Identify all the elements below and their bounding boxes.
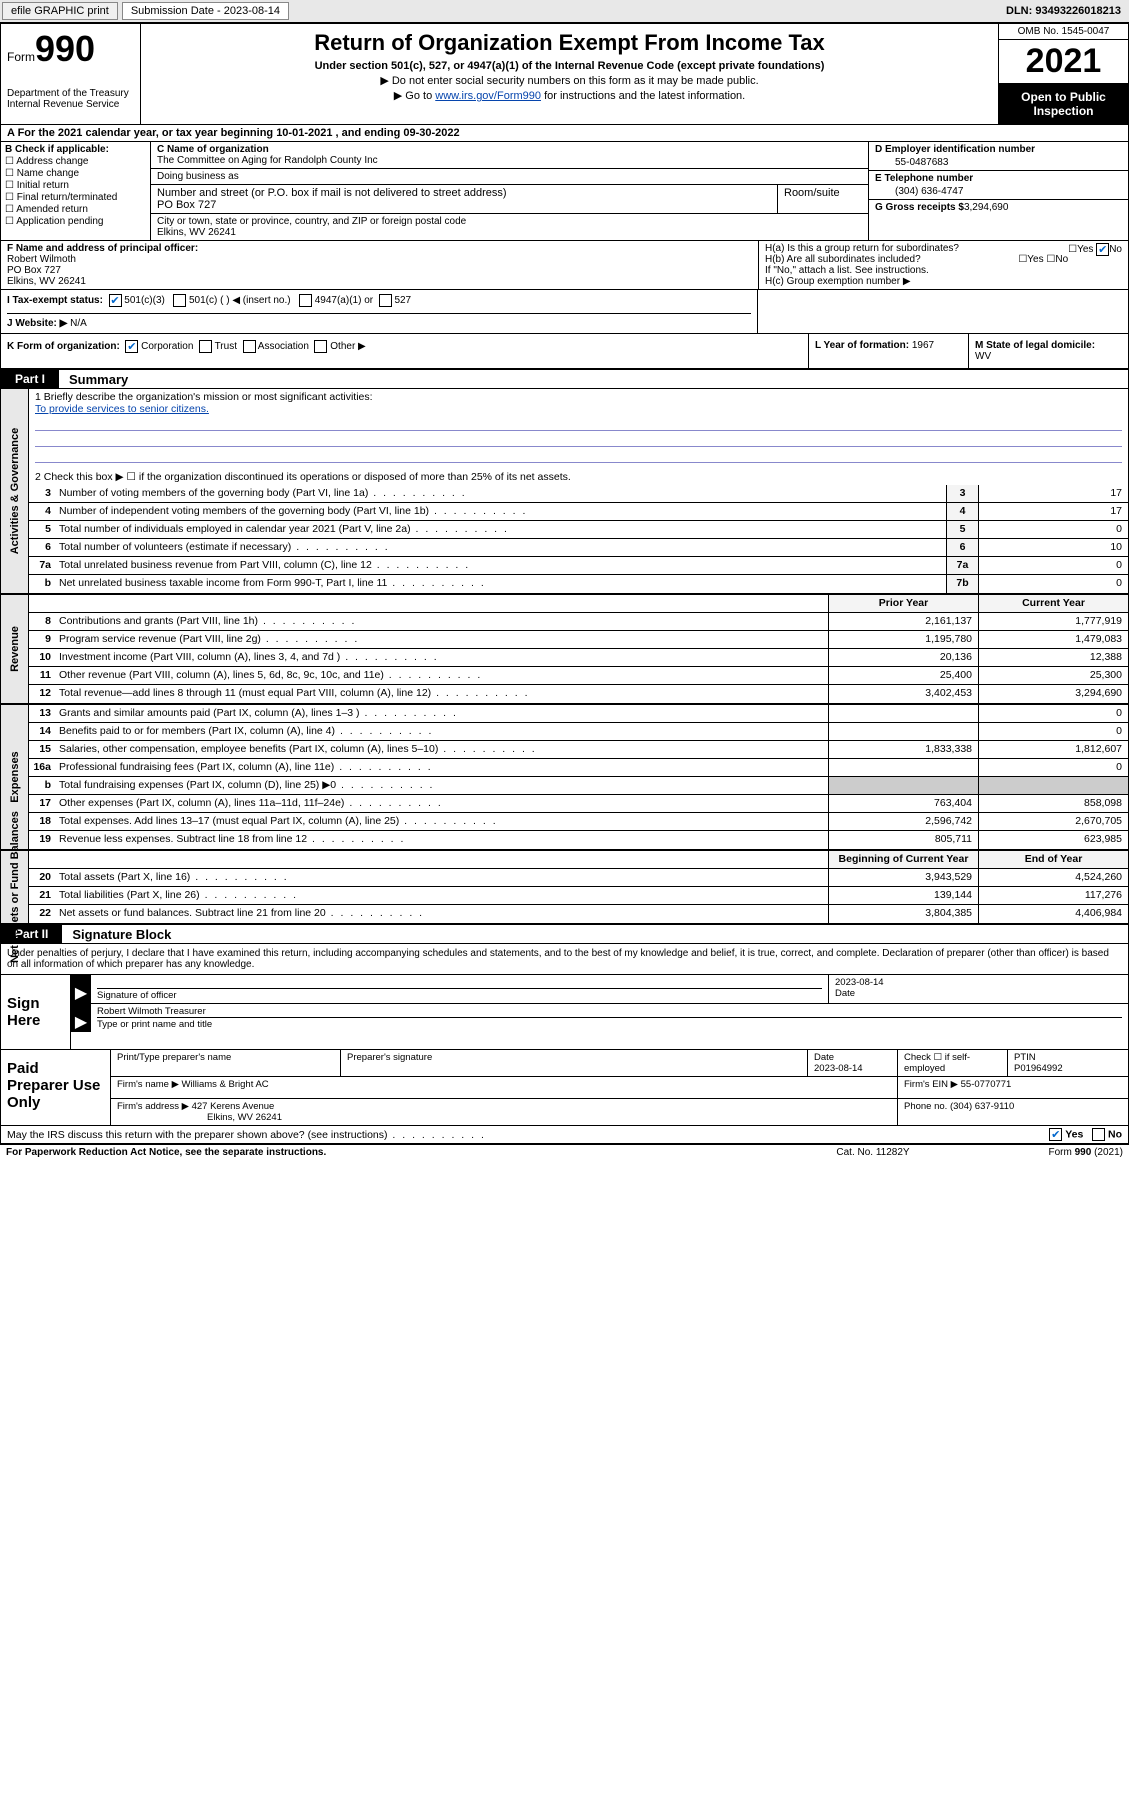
preparer-name-hdr: Print/Type preparer's name (111, 1050, 341, 1076)
summary-row: 12Total revenue—add lines 8 through 11 (… (29, 685, 1128, 703)
net-assets-tab: Net Assets or Fund Balances (1, 851, 29, 923)
paid-preparer-label: Paid Preparer Use Only (1, 1050, 111, 1125)
tax-exempt-status: I Tax-exempt status: 501(c)(3) 501(c) ( … (1, 290, 758, 333)
discuss-with-preparer: May the IRS discuss this return with the… (1, 1126, 1128, 1143)
check-if-applicable: B Check if applicable: Address change Na… (1, 142, 151, 240)
sign-here-label: Sign Here (1, 975, 71, 1049)
part2-header: Part II Signature Block (1, 925, 1128, 944)
preparer-sig-hdr: Preparer's signature (341, 1050, 808, 1076)
summary-row: 14Benefits paid to or for members (Part … (29, 723, 1128, 741)
summary-row: 17Other expenses (Part IX, column (A), l… (29, 795, 1128, 813)
firm-phone: Phone no. (304) 637-9110 (898, 1099, 1128, 1125)
summary-row: 18Total expenses. Add lines 13–17 (must … (29, 813, 1128, 831)
efile-print-button[interactable]: efile GRAPHIC print (2, 2, 118, 20)
summary-row: 21Total liabilities (Part X, line 26)139… (29, 887, 1128, 905)
discuss-no-checkbox[interactable] (1092, 1128, 1105, 1141)
summary-row: 7aTotal unrelated business revenue from … (29, 557, 1128, 575)
form-id-block: Form990 Department of the Treasury Inter… (1, 24, 141, 124)
officer-name-field: Robert Wilmoth Treasurer Type or print n… (91, 1004, 1128, 1032)
org-info-block: C Name of organization The Committee on … (151, 142, 868, 240)
officer-signature-field[interactable]: Signature of officer (91, 975, 828, 1003)
summary-row: 10Investment income (Part VIII, column (… (29, 649, 1128, 667)
tax-year-row: A For the 2021 calendar year, or tax yea… (1, 125, 1128, 142)
summary-row: 9Program service revenue (Part VIII, lin… (29, 631, 1128, 649)
summary-row: 5Total number of individuals employed in… (29, 521, 1128, 539)
summary-row: 3Number of voting members of the governi… (29, 485, 1128, 503)
501c3-checkbox[interactable] (109, 294, 122, 307)
form990-link[interactable]: www.irs.gov/Form990 (435, 90, 541, 102)
summary-row: 16aProfessional fundraising fees (Part I… (29, 759, 1128, 777)
summary-row: 15Salaries, other compensation, employee… (29, 741, 1128, 759)
preparer-date: Date2023-08-14 (808, 1050, 898, 1076)
sign-arrow-icon: ▶ (71, 975, 91, 1003)
firm-name: Firm's name ▶ Williams & Bright AC (111, 1077, 898, 1098)
self-employed-check[interactable]: Check ☐ if self-employed (898, 1050, 1008, 1076)
sign-date: 2023-08-14 Date (828, 975, 1128, 1003)
summary-row: 13Grants and similar amounts paid (Part … (29, 705, 1128, 723)
group-return-block: H(a) Is this a group return for subordin… (758, 241, 1128, 289)
ptin: PTINP01964992 (1008, 1050, 1128, 1076)
part1-header: Part I Summary (1, 370, 1128, 389)
net-col-header: Beginning of Current Year End of Year (29, 851, 1128, 869)
principal-officer: F Name and address of principal officer:… (1, 241, 758, 289)
year-of-formation: L Year of formation: 1967 (808, 334, 968, 368)
form-of-org: K Form of organization: Corporation Trus… (1, 334, 808, 368)
year-block: OMB No. 1545-0047 2021 Open to Public In… (998, 24, 1128, 124)
firm-address: Firm's address ▶ 427 Kerens Avenue Elkin… (111, 1099, 898, 1125)
summary-row: 20Total assets (Part X, line 16)3,943,52… (29, 869, 1128, 887)
summary-row: 6Total number of volunteers (estimate if… (29, 539, 1128, 557)
state-domicile: M State of legal domicile:WV (968, 334, 1128, 368)
governance-tab: Activities & Governance (1, 389, 29, 593)
summary-row: 4Number of independent voting members of… (29, 503, 1128, 521)
summary-row: 22Net assets or fund balances. Subtract … (29, 905, 1128, 923)
two-col-header: Prior Year Current Year (29, 595, 1128, 613)
corporation-checkbox[interactable] (125, 340, 138, 353)
discuss-yes-checkbox[interactable] (1049, 1128, 1062, 1141)
ein-phone-block: D Employer identification number 55-0487… (868, 142, 1128, 240)
summary-row: bTotal fundraising expenses (Part IX, co… (29, 777, 1128, 795)
submission-date-label: Submission Date - 2023-08-14 (122, 2, 289, 20)
firm-ein: Firm's EIN ▶ 55-0770771 (898, 1077, 1128, 1098)
summary-row: bNet unrelated business taxable income f… (29, 575, 1128, 593)
revenue-tab: Revenue (1, 595, 29, 703)
page-footer: For Paperwork Reduction Act Notice, see … (0, 1144, 1129, 1160)
form-title-block: Return of Organization Exempt From Incom… (141, 24, 998, 124)
hc-group-exemption (758, 290, 1128, 333)
summary-row: 11Other revenue (Part VIII, column (A), … (29, 667, 1128, 685)
ha-no-checkbox[interactable] (1096, 243, 1109, 256)
summary-row: 8Contributions and grants (Part VIII, li… (29, 613, 1128, 631)
dln-label: DLN: 93493226018213 (1006, 5, 1127, 17)
sign-arrow-icon: ▶ (71, 1004, 91, 1032)
perjury-statement: Under penalties of perjury, I declare th… (1, 944, 1128, 975)
mission-block: 1 Briefly describe the organization's mi… (29, 389, 1128, 485)
summary-row: 19Revenue less expenses. Subtract line 1… (29, 831, 1128, 849)
